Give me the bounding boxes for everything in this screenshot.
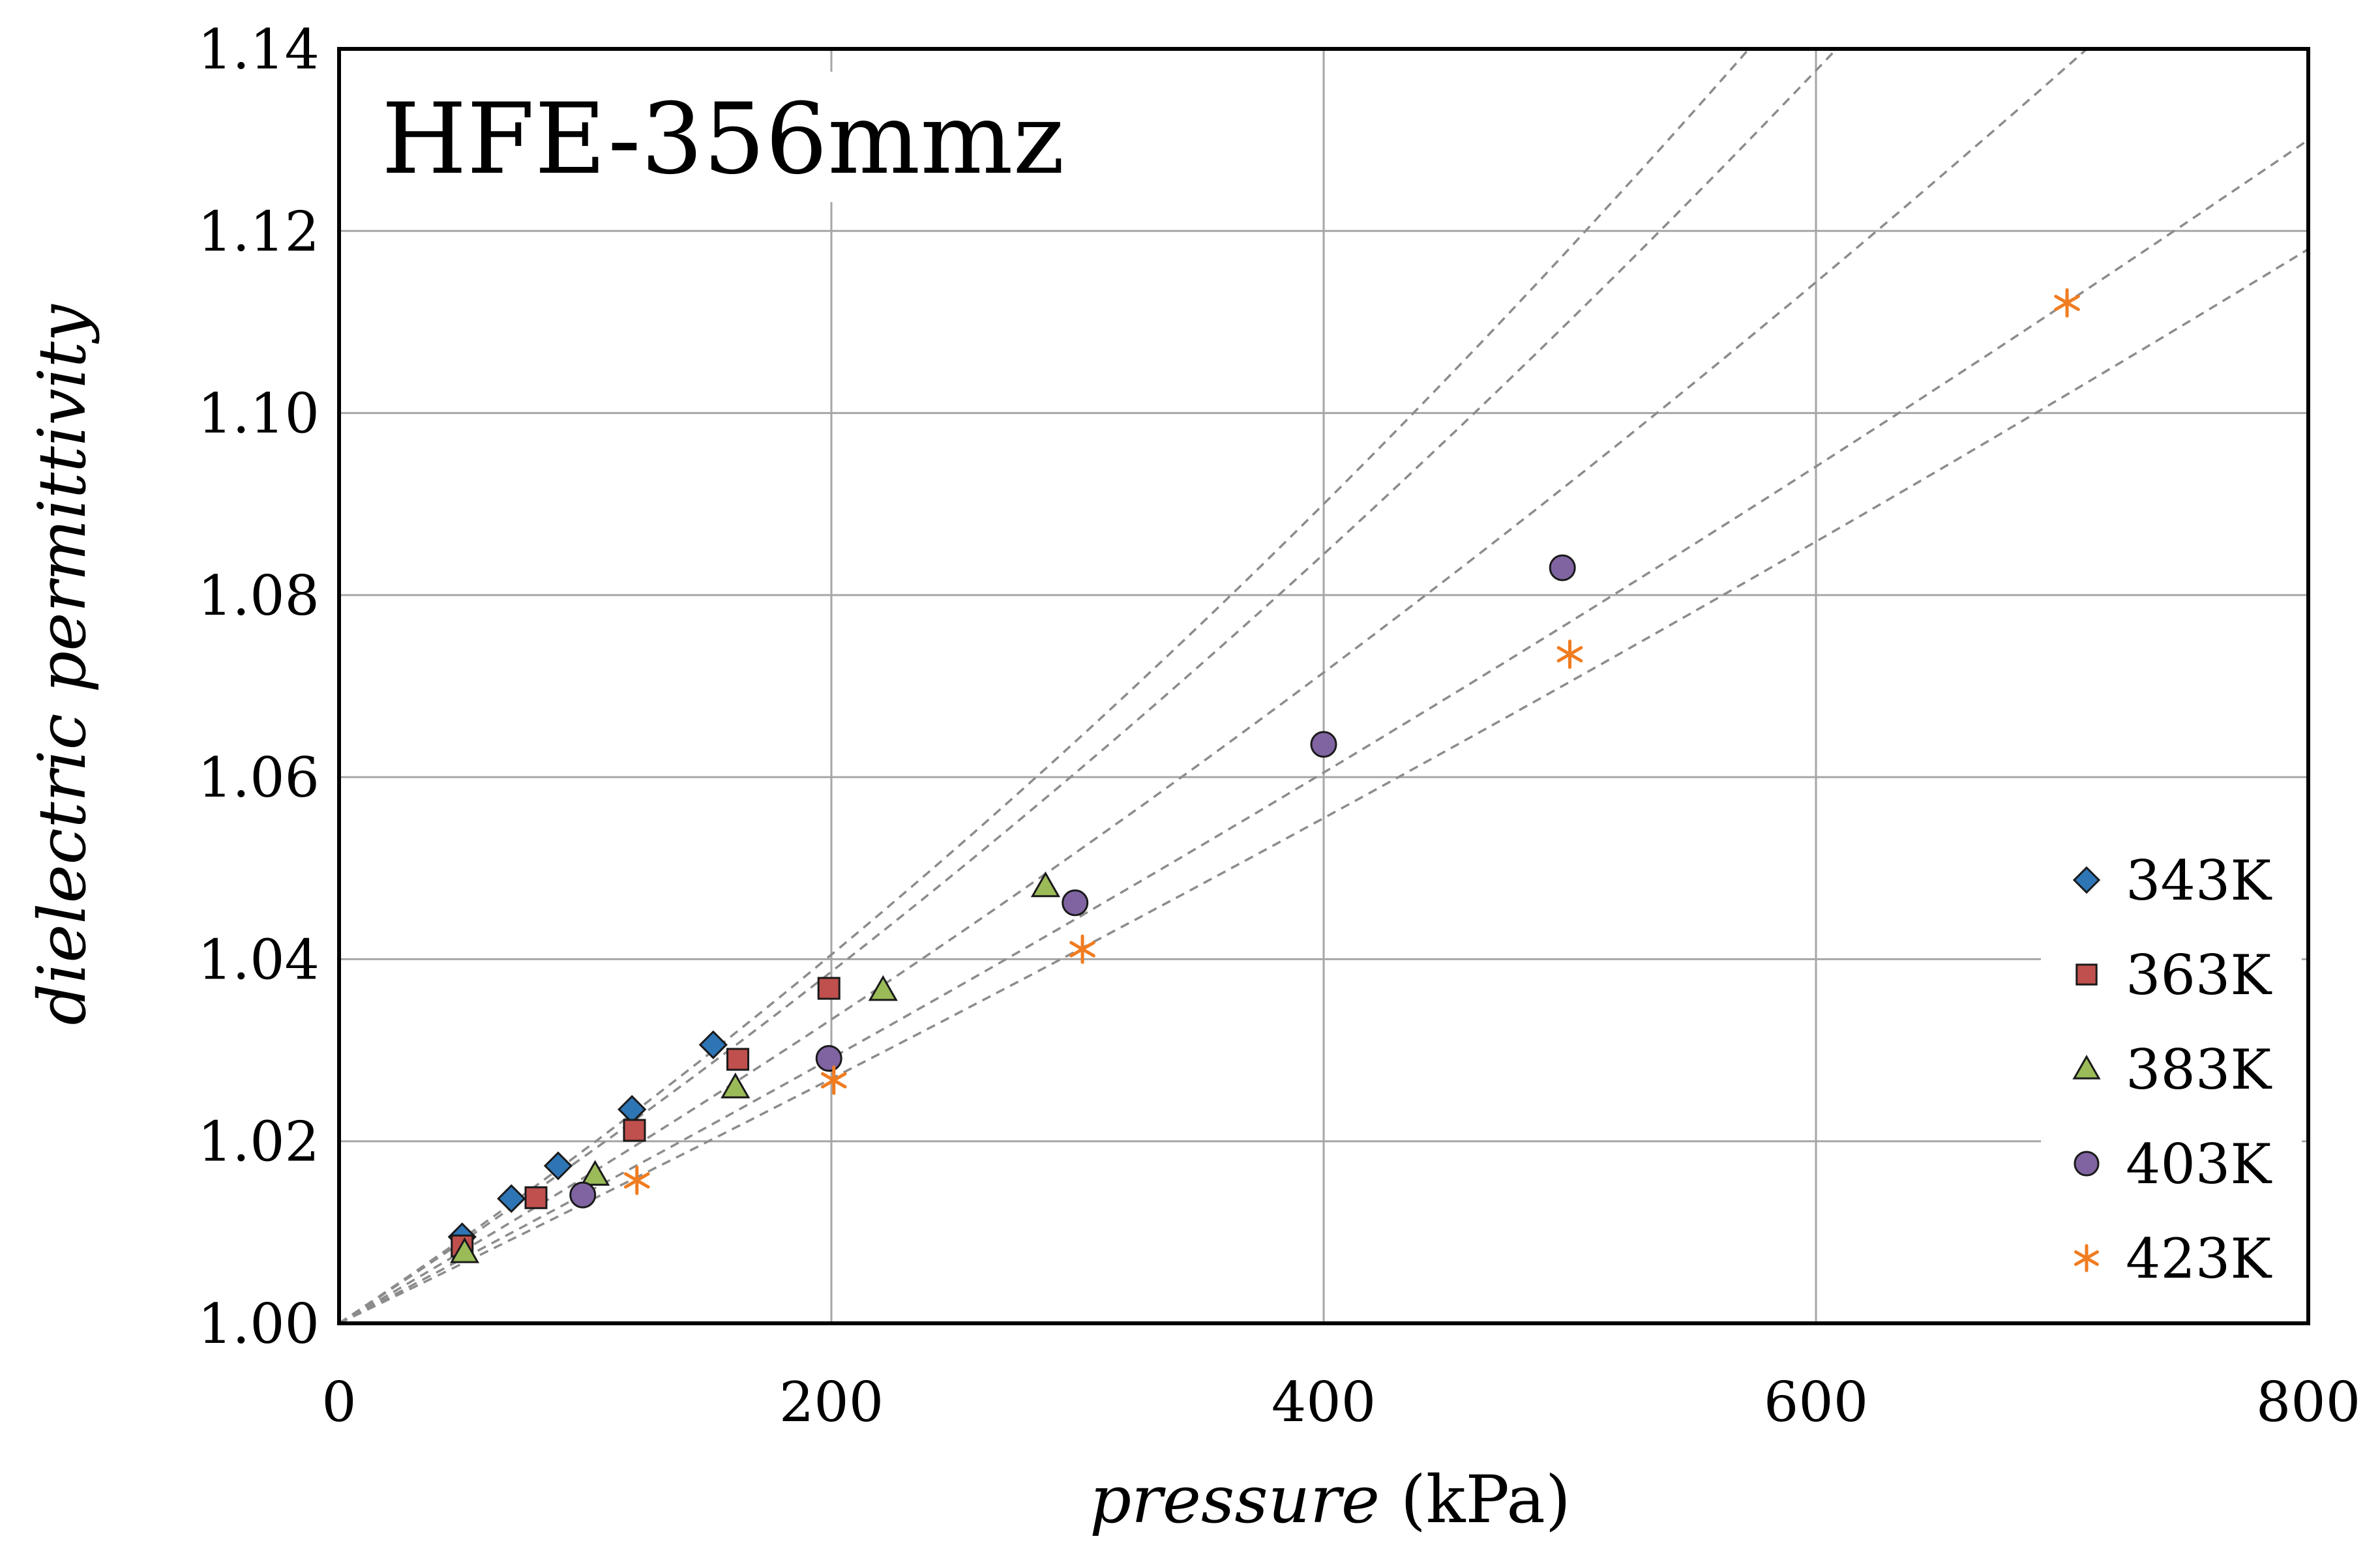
legend-marker-363K	[2075, 963, 2098, 986]
data-point-343K	[543, 1151, 573, 1181]
x-tick-labels: 0 200 400 600 800	[321, 1370, 2360, 1434]
legend: 343K 363K 383K 403K 423K	[2072, 849, 2272, 1291]
data-point-343K	[497, 1184, 526, 1213]
y-tick-label: 1.14	[198, 18, 320, 81]
data-point-403K	[1310, 731, 1337, 758]
y-tick-labels: 1.00 1.02 1.04 1.06 1.08 1.10 1.12 1.14	[198, 18, 320, 1356]
data-point-383K	[580, 1160, 610, 1186]
x-tick-label: 600	[1764, 1370, 1868, 1434]
data-point-383K	[1030, 871, 1061, 898]
data-point-383K	[868, 975, 898, 1001]
y-tick-label: 1.04	[198, 928, 320, 992]
legend-label: 423K	[2126, 1227, 2272, 1291]
data-point-423K	[1556, 639, 1583, 669]
data-point-403K	[815, 1045, 842, 1072]
data-point-343K	[617, 1095, 647, 1124]
data-point-363K	[817, 977, 840, 1000]
legend-marker-423K	[2074, 1244, 2099, 1272]
data-point-423K	[1069, 934, 1095, 964]
legend-label: 403K	[2126, 1132, 2272, 1196]
fit-curve-383K	[339, 49, 2089, 1323]
legend-label: 383K	[2126, 1038, 2272, 1102]
data-point-403K	[1062, 889, 1089, 917]
y-tick-label: 1.08	[198, 564, 320, 628]
x-tick-label: 0	[321, 1370, 356, 1434]
data-point-403K	[569, 1181, 597, 1209]
y-tick-label: 1.12	[198, 199, 320, 263]
plot-frame	[337, 47, 2310, 1325]
x-axis-title-quantity: pressure	[1090, 1462, 1380, 1538]
x-tick-label: 200	[779, 1370, 884, 1434]
legend-label: 343K	[2126, 849, 2272, 913]
data-point-343K	[698, 1030, 728, 1059]
data-point-363K	[623, 1119, 646, 1142]
title-background	[365, 72, 1024, 202]
grid-lines	[339, 49, 2308, 1323]
x-axis-title-unit: (kPa)	[1380, 1462, 1571, 1538]
x-tick-label: 800	[2256, 1370, 2360, 1434]
legend-marker-383K	[2072, 1054, 2101, 1080]
fit-curves	[339, 49, 2308, 1323]
y-tick-label: 1.10	[198, 382, 320, 446]
y-tick-label: 1.00	[198, 1292, 320, 1356]
data-point-423K	[2054, 288, 2080, 318]
data-point-363K	[524, 1186, 548, 1209]
x-tick-label: 400	[1272, 1370, 1376, 1434]
fit-curve-363K	[339, 49, 1838, 1323]
fit-curve-403K	[339, 139, 2308, 1323]
legend-marker-343K	[2072, 866, 2101, 894]
y-tick-label: 1.02	[198, 1110, 320, 1174]
data-point-403K	[1549, 554, 1576, 581]
data-point-383K	[721, 1072, 751, 1098]
data-points	[447, 288, 2080, 1263]
data-point-423K	[820, 1065, 847, 1095]
data-point-383K	[449, 1237, 480, 1263]
y-axis-title: dielectric permittivity	[24, 304, 100, 1025]
chart-title: HFE-356mmz	[381, 83, 1065, 196]
data-point-363K	[726, 1048, 750, 1071]
y-tick-label: 1.06	[198, 746, 320, 810]
fit-curve-423K	[339, 248, 2308, 1323]
legend-marker-403K	[2074, 1151, 2100, 1177]
x-axis-title: pressure (kPa)	[1090, 1462, 1571, 1538]
legend-label: 363K	[2126, 943, 2272, 1007]
data-point-423K	[623, 1166, 650, 1196]
